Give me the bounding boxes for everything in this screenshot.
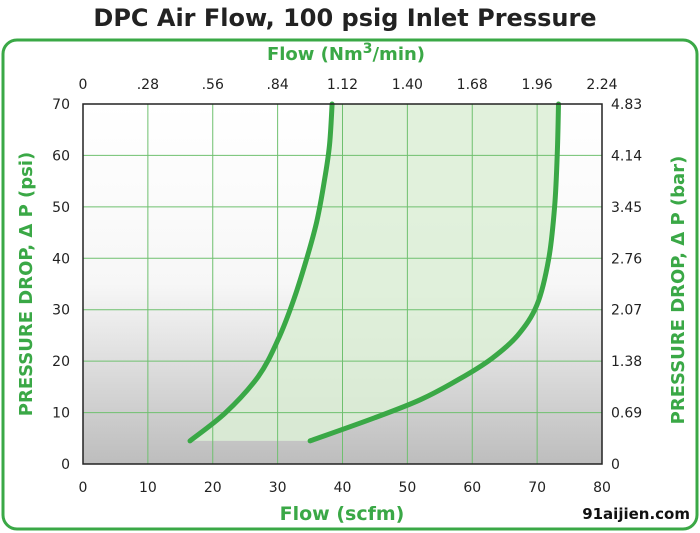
- x2-axis-label: Flow (Nm3/min): [267, 41, 425, 65]
- x2-tick-label: 1.96: [522, 77, 553, 93]
- y2-tick-label: 2.07: [611, 303, 642, 319]
- x-tick-label: 10: [139, 480, 157, 496]
- flow-band-area: [190, 104, 559, 441]
- x2-tick-label: 0: [79, 77, 88, 93]
- x-tick-label: 60: [463, 480, 481, 496]
- y-tick-label: 50: [52, 200, 70, 216]
- x2-tick-label: 1.68: [457, 77, 488, 93]
- x2-tick-label: .84: [266, 77, 288, 93]
- x-tick-label: 20: [204, 480, 222, 496]
- y-tick-label: 60: [52, 148, 70, 164]
- chart-title: DPC Air Flow, 100 psig Inlet Pressure: [93, 4, 596, 32]
- chart-frame: [1, 38, 699, 531]
- series-line-right-boundary: [307, 101, 561, 444]
- y-tick-label: 30: [52, 303, 70, 319]
- y2-tick-label: 4.14: [611, 148, 642, 164]
- tick-labels: 0 10 20 30 40 50 60 70 800.28.56.84 1.12 1.40 1.68 1…: [52, 77, 642, 496]
- y2-tick-label: 0.69: [611, 406, 642, 422]
- x-axis-label: Flow (scfm): [280, 503, 405, 525]
- y-tick-label: 20: [52, 354, 70, 370]
- series-group: [187, 101, 561, 444]
- series-line-left-boundary: [187, 101, 335, 444]
- watermark: 91aijien.com: [582, 505, 690, 523]
- y-tick-label: 40: [52, 251, 70, 267]
- x2-tick-label: .28: [137, 77, 159, 93]
- y2-tick-label: 2.76: [611, 251, 642, 267]
- flow-band: [190, 104, 559, 441]
- y2-tick-label: 4.83: [611, 97, 642, 113]
- y-axis-label: PRESSURE DROP, Δ P (psi): [16, 152, 37, 416]
- x-tick-label: 0: [79, 480, 88, 496]
- y-tick-label: 10: [52, 406, 70, 422]
- y2-axis-label: PRESSURE DROP, Δ P (bar): [668, 156, 689, 425]
- x2-tick-label: 1.12: [327, 77, 358, 93]
- x2-tick-label: 2.24: [586, 77, 617, 93]
- grid: [83, 104, 602, 464]
- y-tick-label: 70: [52, 97, 70, 113]
- x2-tick-label: .56: [202, 77, 224, 93]
- x-tick-label: 30: [269, 480, 287, 496]
- y2-tick-label: 1.38: [611, 354, 642, 370]
- x-tick-label: 40: [334, 480, 352, 496]
- plot-border: [82, 103, 603, 465]
- x-tick-label: 80: [593, 480, 611, 496]
- x-tick-label: 50: [398, 480, 416, 496]
- y-tick-label: 0: [61, 457, 70, 473]
- x2-tick-label: 1.40: [392, 77, 423, 93]
- x-tick-label: 70: [528, 480, 546, 496]
- y2-tick-label: 0: [611, 457, 620, 473]
- y2-tick-label: 3.45: [611, 200, 642, 216]
